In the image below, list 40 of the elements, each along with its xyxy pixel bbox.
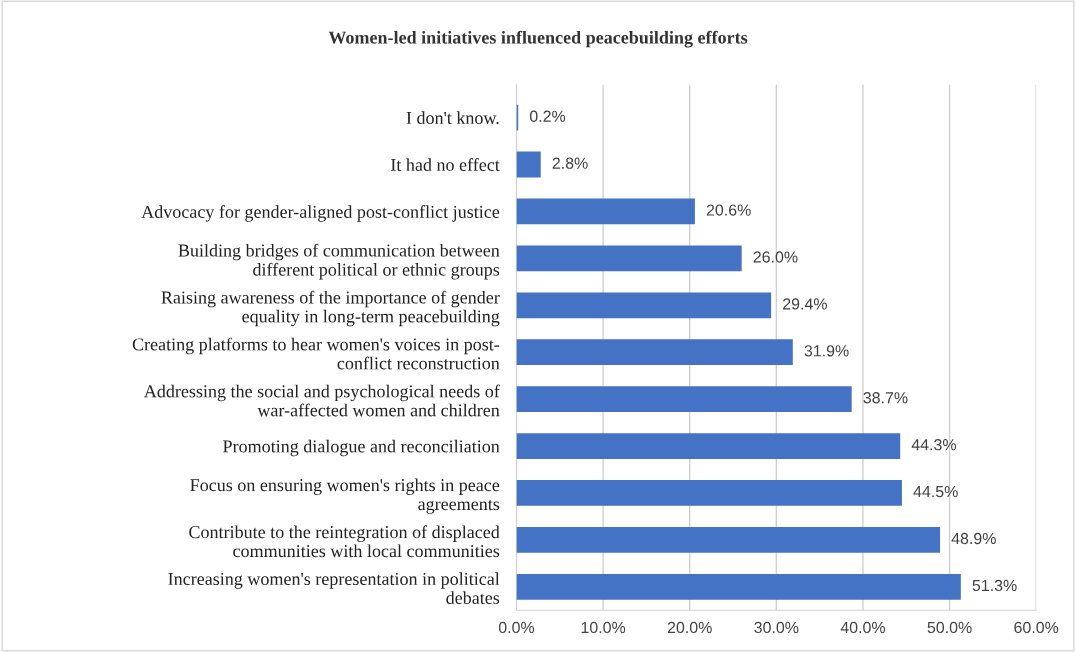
bar — [516, 573, 961, 600]
data-label: 26.0% — [753, 251, 798, 263]
bar — [516, 245, 742, 272]
y-tick-label: It had no effect — [391, 158, 500, 171]
y-tick-label: Raising awareness of the importance of gender equality in long-term peacebuilding — [161, 290, 500, 327]
chart-title: Women-led initiatives influenced peacebuilding efforts — [328, 30, 748, 48]
x-tick-label: 40.0% — [840, 621, 886, 634]
x-tick-label: 50.0% — [927, 621, 972, 634]
data-label: 44.5% — [913, 486, 958, 498]
bar — [516, 198, 695, 225]
x-tick-label: 0.0% — [498, 621, 535, 634]
y-tick-label: Advocacy for gender-aligned post-conflict justice — [141, 205, 500, 222]
bar — [516, 433, 901, 459]
x-tick-label: 20.0% — [667, 621, 712, 634]
y-tick-label: Focus on ensuring women's rights in peace agreements — [190, 478, 500, 514]
bar — [516, 339, 793, 366]
x-tick-label: 10.0% — [581, 621, 626, 634]
data-label: 0.2% — [529, 110, 566, 122]
data-label: 31.9% — [804, 345, 849, 357]
y-tick-label: Contribute to the reintegration of displaced communities with local communities — [189, 525, 500, 558]
data-label: 2.8% — [552, 157, 588, 169]
data-label: 48.9% — [951, 532, 996, 545]
bar — [516, 386, 852, 413]
bar — [516, 526, 941, 553]
y-tick-label: Increasing women's representation in political debates — [168, 572, 500, 604]
y-tick-label: Building bridges of communication between different political or ethnic groups — [178, 243, 500, 280]
y-tick-label: Creating platforms to hear women's voices in post- conflict reconstruction — [132, 337, 500, 370]
bar — [516, 292, 772, 319]
bar — [516, 151, 541, 178]
data-label: 29.4% — [783, 298, 827, 310]
x-tick-label: 60.0% — [1014, 621, 1059, 634]
data-label: 38.7% — [863, 392, 908, 404]
data-label: 20.6% — [706, 204, 751, 216]
y-tick-label: Promoting dialogue and reconciliation — [223, 439, 500, 457]
data-label: 51.3% — [972, 579, 1017, 592]
data-label: 44.3% — [911, 439, 957, 451]
x-tick-label: 30.0% — [754, 621, 799, 634]
y-tick-label: Addressing the social and psychological needs of war-affected women and children — [143, 384, 500, 417]
bar — [516, 480, 902, 506]
y-tick-label: I don't know. — [406, 111, 499, 125]
